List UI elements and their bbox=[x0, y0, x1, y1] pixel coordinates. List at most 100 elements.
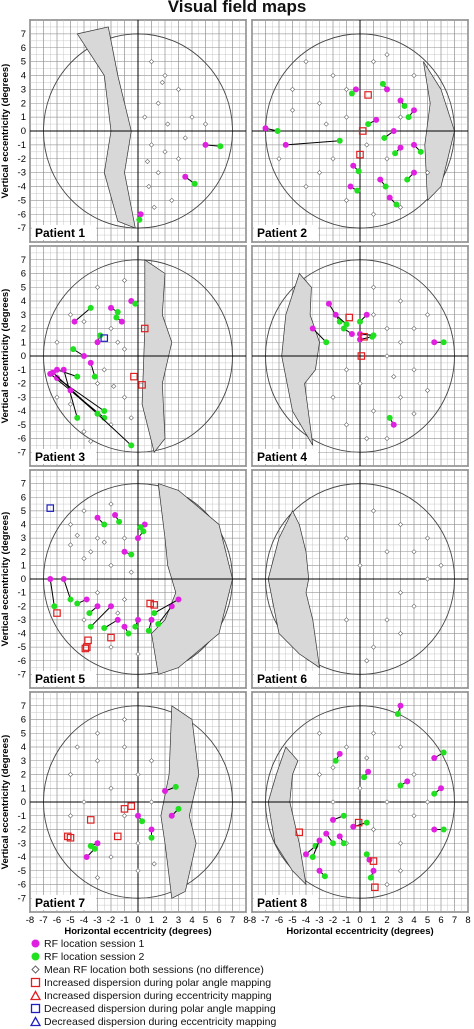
polar-increase-marker bbox=[369, 857, 378, 865]
rf-session2-marker bbox=[367, 874, 374, 881]
mean-rf-marker bbox=[88, 549, 94, 555]
legend-item: Decreased dispersion during polar angle … bbox=[30, 1003, 276, 1016]
rf-session2-marker bbox=[101, 408, 108, 414]
legend-item: Mean RF location both sessions (no diffe… bbox=[30, 964, 276, 977]
y-tick-label: 7 bbox=[21, 701, 26, 712]
mean-rf-marker bbox=[397, 840, 404, 846]
rf-session2-marker bbox=[321, 873, 328, 880]
rf-session1-marker bbox=[49, 369, 56, 376]
rf-session1-marker bbox=[350, 823, 357, 830]
rf-shift-line bbox=[56, 369, 78, 378]
rf-session1-marker bbox=[67, 387, 74, 394]
rf-session1-marker bbox=[325, 300, 332, 307]
mean-rf-marker bbox=[128, 415, 134, 421]
shaded-region bbox=[267, 510, 320, 669]
y-tick-label: 4 bbox=[21, 520, 26, 531]
mean-rf-marker bbox=[289, 107, 296, 113]
rf-session1-marker bbox=[309, 325, 316, 332]
legend-symbol bbox=[31, 965, 40, 974]
rf-shift-line bbox=[285, 140, 340, 146]
rf-session2-marker bbox=[348, 90, 355, 97]
rf-shift-line bbox=[157, 605, 173, 625]
mean-rf-marker bbox=[94, 758, 101, 764]
mean-rf-marker bbox=[81, 508, 87, 514]
y-tick-label: 0 bbox=[21, 797, 26, 808]
mean-rf-marker bbox=[384, 52, 390, 58]
panel-label: Patient 6 bbox=[257, 672, 307, 686]
mean-rf-marker bbox=[108, 325, 114, 332]
x-tick-label: 8 bbox=[243, 915, 248, 926]
mean-rf-marker bbox=[146, 183, 152, 190]
mean-rf-marker bbox=[144, 158, 151, 165]
y-tick-label: 1 bbox=[21, 783, 26, 794]
rf-session1-marker bbox=[262, 125, 269, 132]
mean-rf-marker bbox=[169, 197, 175, 203]
rf-session1-marker bbox=[357, 331, 363, 337]
rf-session1-marker bbox=[135, 616, 141, 623]
polar-increase-marker bbox=[113, 832, 122, 841]
rf-shift-line bbox=[63, 369, 78, 419]
rf-session2-marker bbox=[217, 143, 224, 150]
rf-shift-line bbox=[63, 578, 71, 600]
mean-rf-marker bbox=[330, 799, 336, 805]
polar-increase-marker bbox=[81, 644, 90, 653]
polar-decrease-marker bbox=[100, 334, 109, 342]
rf-session1-marker bbox=[357, 336, 363, 343]
polar-increase-marker bbox=[82, 643, 91, 651]
mean-rf-marker bbox=[357, 785, 363, 791]
rf-shift-line bbox=[153, 599, 179, 614]
x-tick-label: -1 bbox=[342, 915, 350, 926]
x-tick-label: 1 bbox=[371, 915, 376, 926]
rf-session1-marker bbox=[83, 854, 90, 860]
shaded-region bbox=[76, 26, 136, 229]
rf-session1-marker bbox=[135, 812, 141, 819]
panel-label-bg bbox=[32, 225, 96, 240]
y-tick-label: 1 bbox=[21, 112, 26, 123]
mean-rf-marker bbox=[94, 730, 101, 736]
mean-rf-marker bbox=[135, 868, 141, 874]
legend-item: Increased dispersion during polar angle … bbox=[30, 977, 276, 990]
mean-rf-marker bbox=[115, 339, 121, 345]
rf-session1-marker bbox=[121, 548, 128, 555]
rf-session2-marker bbox=[336, 137, 343, 144]
rf-session1-marker bbox=[411, 169, 417, 176]
mean-rf-marker bbox=[316, 730, 323, 736]
y-tick-label: -4 bbox=[18, 629, 26, 640]
y-tick-label: 1 bbox=[21, 560, 26, 571]
mean-rf-marker bbox=[108, 644, 114, 650]
legend-symbol bbox=[31, 939, 40, 948]
rf-session1-marker bbox=[316, 837, 323, 844]
y-axis-label: Vertical eccentricity (degrees) bbox=[0, 735, 11, 870]
y-axis-label: Vertical eccentricity (degrees) bbox=[0, 289, 11, 424]
mean-rf-marker bbox=[74, 744, 80, 750]
rf-session2-marker bbox=[67, 596, 74, 603]
mean-rf-marker bbox=[330, 156, 336, 162]
x-tick-label: 0 bbox=[135, 915, 140, 926]
rf-session2-marker bbox=[394, 711, 401, 717]
polar-increase-marker bbox=[371, 883, 379, 892]
y-tick-label: 3 bbox=[21, 756, 26, 767]
mean-rf-marker bbox=[397, 868, 404, 874]
x-tick-label: -4 bbox=[80, 915, 88, 926]
mean-rf-marker bbox=[148, 758, 155, 764]
rf-session2-marker bbox=[354, 187, 361, 194]
mean-rf-marker bbox=[411, 603, 417, 609]
rf-session2-marker bbox=[440, 749, 447, 756]
y-tick-label: 0 bbox=[21, 351, 26, 362]
x-tick-label: -7 bbox=[39, 915, 47, 926]
mean-rf-marker bbox=[121, 813, 128, 819]
rf-session1-marker bbox=[438, 785, 444, 792]
mean-rf-marker bbox=[148, 142, 155, 148]
mean-rf-marker bbox=[108, 562, 114, 568]
mean-rf-marker bbox=[148, 799, 155, 805]
mean-rf-marker bbox=[67, 312, 74, 318]
rf-session1-marker bbox=[365, 768, 372, 775]
legend-label: Increased dispersion during eccentricity… bbox=[44, 990, 272, 1002]
legend-symbol bbox=[30, 990, 41, 1001]
mean-rf-marker bbox=[135, 651, 141, 657]
rf-session1-marker bbox=[202, 141, 209, 148]
mean-rf-marker bbox=[343, 617, 350, 623]
mean-rf-marker bbox=[175, 86, 182, 92]
rf-session1-marker bbox=[135, 535, 141, 542]
rf-session2-marker bbox=[114, 309, 121, 315]
